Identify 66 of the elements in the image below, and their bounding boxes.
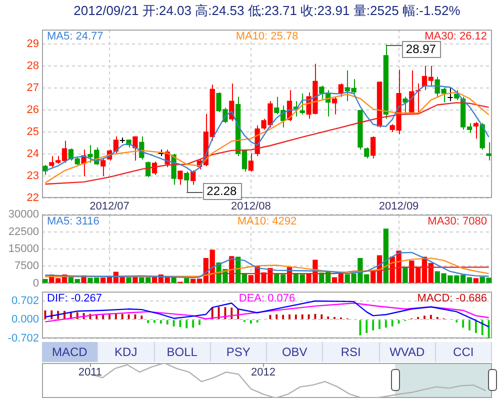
category-label: BOLL <box>154 342 211 362</box>
candlestick <box>447 87 454 102</box>
category-label: PSY <box>210 342 267 362</box>
y-tick-label: 22500 <box>8 226 39 238</box>
candlestick <box>248 152 254 172</box>
category-label: RSI <box>323 342 380 362</box>
candlestick <box>338 83 344 98</box>
candlestick <box>100 158 106 176</box>
y-tick-label: 27 <box>26 82 39 94</box>
y-tick-label: 24 <box>26 148 39 160</box>
bar <box>383 228 388 283</box>
y-tick-label: 22 <box>26 192 39 204</box>
candlestick <box>300 92 305 115</box>
y-tick-label: 15000 <box>8 243 39 256</box>
annotation: 22.28 <box>206 184 237 198</box>
bar <box>473 278 478 283</box>
candlestick <box>184 171 190 192</box>
candlestick <box>178 170 183 186</box>
candlestick <box>364 146 370 159</box>
candlestick <box>486 142 492 161</box>
bar <box>402 266 408 283</box>
y-tick-label: 7500 <box>14 260 39 272</box>
y-tick-label: 0.000 <box>11 314 39 326</box>
x-tick-label: 2012/09 <box>378 200 419 213</box>
x-tick-label: 2011 <box>78 366 102 379</box>
candlestick <box>402 96 408 115</box>
y-tick-label: 30000 <box>8 208 39 221</box>
text: MA30: 7080 <box>428 216 487 228</box>
y-tick-label: 29 <box>26 38 39 50</box>
category-label: MACD <box>42 342 98 362</box>
text: MA10: 25.78 <box>236 30 298 43</box>
category-label: WVAD <box>380 342 436 362</box>
y-tick-label: 26 <box>26 104 39 116</box>
candlestick <box>480 122 485 150</box>
category-label: CCI <box>436 342 492 362</box>
y-tick-label: -0.702 <box>8 332 39 344</box>
category-label: OBV <box>267 342 324 362</box>
candlestick <box>190 170 196 186</box>
series-label: MACD: -0.686 <box>417 292 487 305</box>
annotation: 28.97 <box>406 42 436 56</box>
candlestick <box>42 164 48 176</box>
bar <box>171 277 176 283</box>
y-tick-label: 0 <box>32 277 39 290</box>
y-tick-label: 28 <box>26 60 39 72</box>
chart-title: 2012/09/21 开:24.03 高:24.53 低:23.71 收:23.91 量:2525 幅:-1.52% <box>72 2 462 20</box>
category-label: KDJ <box>98 342 154 362</box>
series-label: DEA: 0.076 <box>238 292 296 305</box>
series-label: DIF: -0.267 <box>47 292 102 305</box>
y-tick-label: 23 <box>26 170 39 182</box>
bar <box>126 277 132 283</box>
y-tick-label: 0.702 <box>11 294 39 307</box>
candlestick <box>473 122 478 140</box>
candlestick <box>332 96 338 115</box>
bar <box>184 278 190 283</box>
candlestick <box>319 85 324 100</box>
text: MA5: 3116 <box>47 216 100 228</box>
text: MA5: 24.77 <box>47 30 104 43</box>
bar <box>42 279 48 283</box>
x-tick-label: 2012/07 <box>90 200 130 213</box>
x-tick-label: 2012/08 <box>231 200 271 213</box>
text: MA10: 4292 <box>237 216 297 228</box>
candlestick <box>370 136 376 159</box>
candlestick <box>132 136 138 162</box>
y-tick-label: 25 <box>26 126 39 138</box>
text: MA30: 26.12 <box>424 30 487 43</box>
x-tick-label: 2012 <box>251 366 276 379</box>
